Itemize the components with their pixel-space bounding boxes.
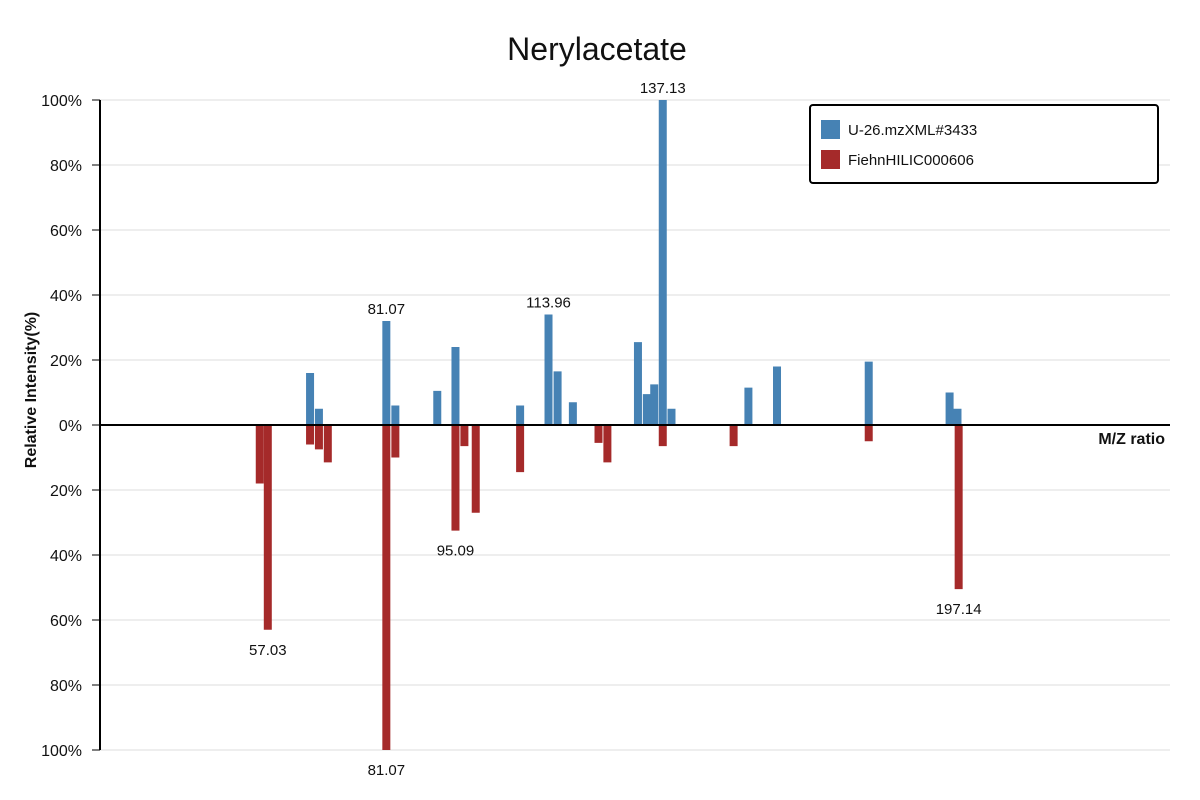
peak-label: 113.96 (526, 295, 571, 312)
sample-peak-bar (516, 405, 525, 425)
peak-label: 57.03 (249, 642, 287, 659)
legend-swatch-sample (821, 120, 840, 139)
y-tick-label: 60% (50, 613, 82, 630)
reference-peak-bar (594, 425, 603, 443)
reference-peak-bar (954, 425, 963, 590)
reference-peak-bar (603, 425, 612, 463)
sample-peak-bar (945, 392, 954, 425)
sample-peak-bar (382, 321, 391, 425)
sample-peak-bar (744, 387, 753, 425)
peak-label: 81.07 (368, 301, 406, 318)
reference-peak-bar (471, 425, 480, 513)
sample-peak-bar (391, 405, 400, 425)
y-axis-title: Relative Intensity(%) (23, 312, 40, 468)
legend-label-sample: U-26.mzXML#3433 (848, 122, 977, 139)
reference-peak-bar (263, 425, 272, 630)
legend-label-reference: FiehnHILIC000606 (848, 152, 974, 169)
sample-peak-bar (568, 402, 577, 425)
y-tick-label: 20% (50, 483, 82, 500)
reference-peak-bar (460, 425, 469, 447)
sample-peak-bar (633, 342, 642, 425)
reference-peak-bar (864, 425, 873, 442)
sample-peak-bar (864, 361, 873, 425)
legend-swatch-reference (821, 150, 840, 169)
y-tick-label: 80% (50, 158, 82, 175)
reference-peak-bar (451, 425, 460, 531)
sample-peak-bar (433, 390, 442, 425)
reference-peak-bar (255, 425, 264, 484)
sample-peak-bar (658, 100, 667, 425)
reference-peak-bar (314, 425, 323, 450)
peak-label: 137.13 (640, 80, 686, 97)
y-tick-label: 40% (50, 288, 82, 305)
sample-peak-bar (306, 373, 315, 425)
sample-peak-bar (553, 371, 562, 425)
sample-peak-bar (773, 366, 782, 425)
reference-peak-bar (382, 425, 391, 750)
reference-peak-bar (516, 425, 525, 473)
reference-peak-bar (658, 425, 667, 447)
y-axis-ticks: 100% 80% 60% 40% 20% 0% 20% 40% 60% 80% 100% (41, 93, 100, 760)
sample-peak-bar (544, 314, 553, 425)
sample-peak-bar (650, 384, 659, 425)
sample-peak-bar (451, 347, 460, 425)
peak-label: 81.07 (368, 762, 406, 779)
y-tick-label: 0% (59, 418, 82, 435)
x-axis-title: M/Z ratio (1098, 431, 1165, 448)
chart-title: Nerylacetate (507, 31, 687, 67)
reference-peak-bar (729, 425, 738, 447)
y-tick-label: 60% (50, 223, 82, 240)
y-tick-label: 100% (41, 743, 82, 760)
sample-peak-bar (953, 408, 962, 425)
y-tick-label: 100% (41, 93, 82, 110)
y-tick-label: 20% (50, 353, 82, 370)
bars (255, 100, 963, 750)
reference-peak-bar (323, 425, 332, 463)
sample-peak-bar (642, 394, 651, 425)
y-tick-label: 40% (50, 548, 82, 565)
sample-peak-bar (314, 408, 323, 425)
reference-peak-bar (306, 425, 315, 445)
legend-box (809, 104, 1159, 184)
peak-labels: 81.07 113.96 137.13 57.03 81.07 95.09 197.14 (249, 80, 982, 779)
y-tick-label: 80% (50, 678, 82, 695)
peak-label: 197.14 (936, 601, 982, 618)
sample-peak-bar (667, 408, 676, 425)
peak-label: 95.09 (437, 543, 475, 560)
reference-peak-bar (391, 425, 400, 458)
legend: U-26.mzXML#3433 FiehnHILIC000606 (809, 104, 1159, 184)
